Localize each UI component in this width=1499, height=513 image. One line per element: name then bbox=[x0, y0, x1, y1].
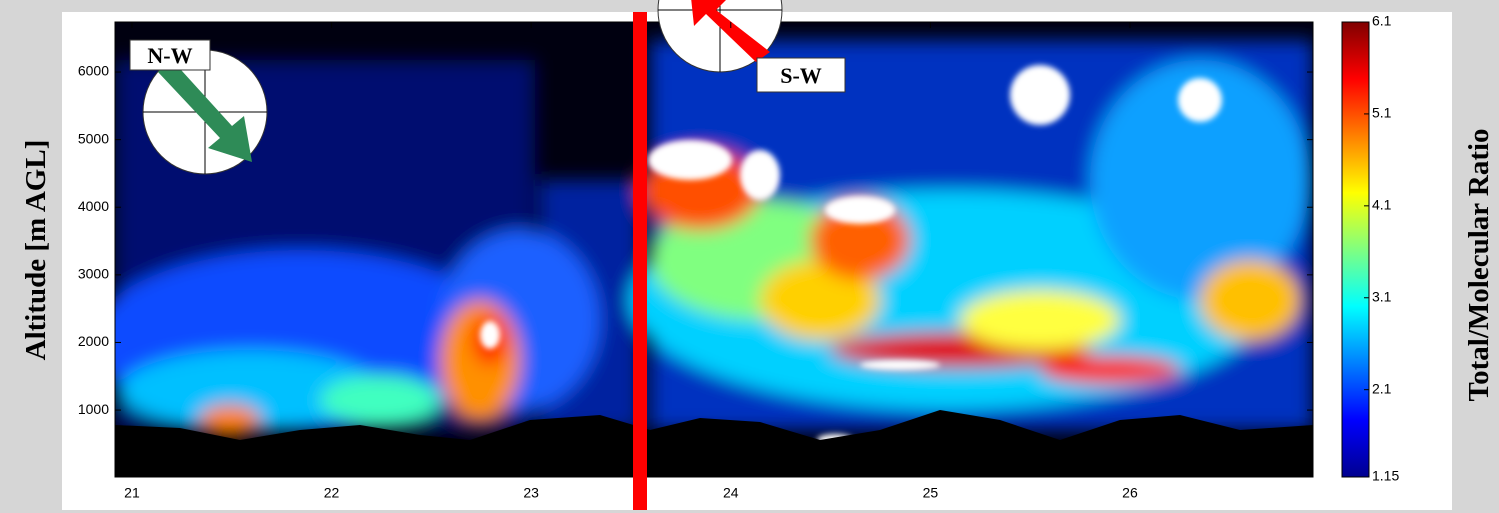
x-tick-label: 22 bbox=[324, 485, 340, 501]
x-tick-label: 26 bbox=[1122, 485, 1138, 501]
sw-label: S-W bbox=[780, 63, 822, 88]
y-tick-label: 6000 bbox=[78, 63, 109, 79]
colorbar-tick-label: 1.15 bbox=[1372, 468, 1399, 484]
y-axis-label: Altitude [m AGL] bbox=[20, 140, 52, 361]
heatmap-image bbox=[90, 22, 1313, 477]
x-tick-label: 25 bbox=[923, 485, 939, 501]
y-tick-label: 4000 bbox=[78, 198, 109, 214]
y-tick-label: 2000 bbox=[78, 333, 109, 349]
colorbar-label: Total/Molecular Ratio bbox=[1463, 128, 1495, 401]
x-tick-label: 21 bbox=[124, 485, 140, 501]
x-tick-label: 23 bbox=[523, 485, 539, 501]
colorbar-tick-label: 5.1 bbox=[1372, 105, 1392, 121]
chart: N-W S-W Altitude [m AGL] Total/Molecular… bbox=[0, 0, 1499, 513]
colorbar-tick-label: 4.1 bbox=[1372, 197, 1392, 213]
nw-label: N-W bbox=[147, 43, 192, 68]
colorbar-tick-label: 6.1 bbox=[1372, 13, 1392, 29]
colorbar-tick-label: 2.1 bbox=[1372, 380, 1392, 396]
y-tick-label: 5000 bbox=[78, 130, 109, 146]
red-marker-line bbox=[633, 12, 647, 510]
colorbar-tick-label: 3.1 bbox=[1372, 288, 1392, 304]
x-tick-label: 24 bbox=[723, 485, 739, 501]
y-tick-label: 1000 bbox=[78, 401, 109, 417]
colorbar bbox=[1342, 22, 1369, 477]
y-tick-label: 3000 bbox=[78, 266, 109, 282]
